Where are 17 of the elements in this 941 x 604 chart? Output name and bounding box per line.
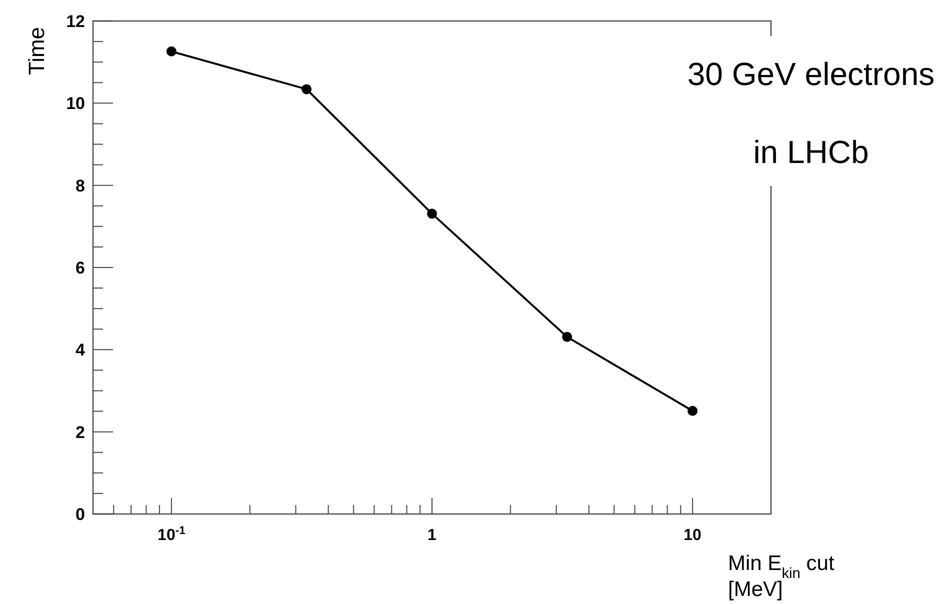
x-tick-label: 1	[428, 527, 437, 544]
y-tick-label: 10	[66, 94, 85, 114]
point	[427, 208, 437, 219]
y-axis-title: Time	[24, 26, 49, 76]
x-tick-label: 10$^{-1}$	[158, 525, 186, 544]
point	[688, 406, 698, 416]
y-tick-label: 8	[76, 176, 85, 196]
y-tick-label: 0	[76, 505, 85, 524]
x-tick-label: 10	[684, 527, 702, 544]
y-tick-label: 6	[76, 258, 85, 278]
y-tick-label: 4	[76, 340, 86, 360]
y-tick-label: 12	[66, 12, 85, 31]
annotation: in LHCb	[753, 134, 869, 170]
point	[166, 46, 176, 56]
y-tick-label: 2	[76, 422, 85, 442]
annotation: 30 GeV electrons	[687, 56, 935, 92]
x-axis-title: Min E$_{kin}$ cut [MeV]	[728, 552, 834, 601]
